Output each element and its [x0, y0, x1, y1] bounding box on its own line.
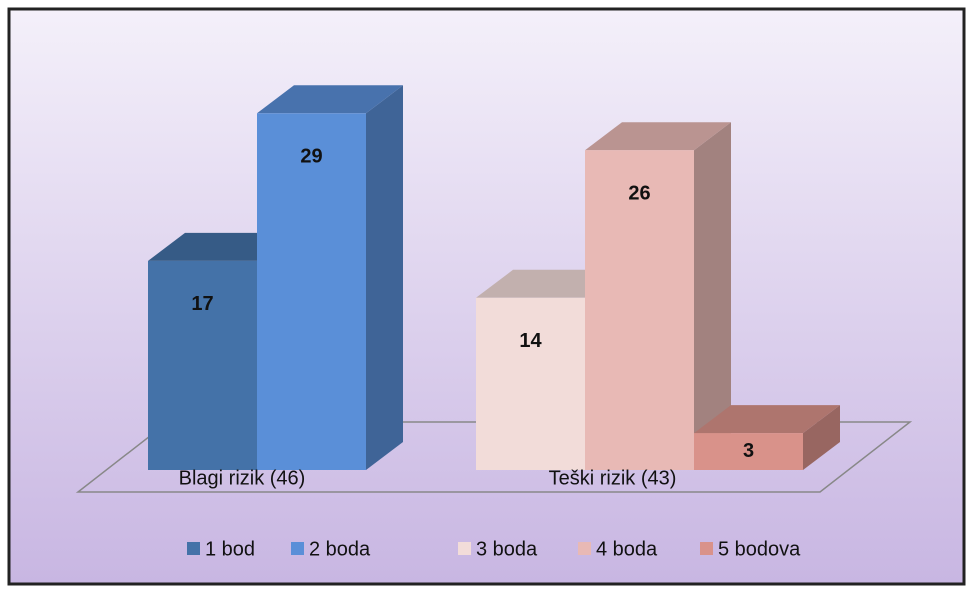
category-label: Teški rizik (43)	[549, 467, 677, 489]
legend-label: 4 boda	[596, 538, 658, 560]
legend-swatch	[187, 542, 200, 555]
bar	[585, 150, 694, 470]
value-label: 26	[628, 182, 650, 204]
category-label: Blagi rizik (46)	[179, 467, 306, 489]
bar-top	[694, 405, 840, 434]
value-label: 29	[300, 146, 322, 168]
bar-side	[366, 85, 403, 471]
floor	[75, 421, 913, 493]
legend-label: 2 boda	[309, 538, 371, 560]
value-label: 3	[743, 440, 754, 462]
legend-swatch	[291, 542, 304, 555]
value-label: 14	[519, 330, 542, 352]
legend-swatch	[700, 542, 713, 555]
legend-label: 3 boda	[476, 538, 538, 560]
value-label: 17	[191, 293, 213, 315]
bar	[476, 297, 585, 470]
bar	[694, 433, 803, 470]
bar	[257, 113, 366, 471]
legend-label: 5 bodova	[718, 538, 801, 560]
legend-swatch	[458, 542, 471, 555]
bar	[148, 260, 257, 470]
legend-swatch	[578, 542, 591, 555]
bar-top	[257, 85, 403, 114]
bar-side	[803, 405, 840, 470]
bar-top	[585, 122, 731, 151]
bar-side	[694, 122, 731, 470]
legend-label: 1 bod	[205, 538, 255, 560]
